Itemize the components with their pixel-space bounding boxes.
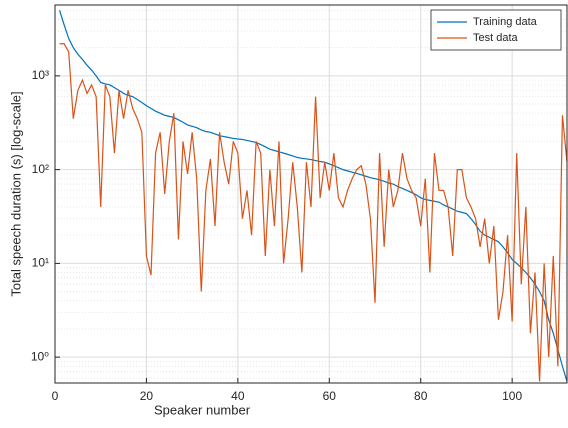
y-axis-label: Total speech duration (s) [log-scale] xyxy=(8,91,23,296)
legend-label: Test data xyxy=(473,32,519,44)
y-tick-label: 10⁰ xyxy=(31,349,49,363)
x-tick-label: 0 xyxy=(52,389,59,403)
y-tick-label: 10³ xyxy=(32,68,49,82)
x-axis-label: Speaker number xyxy=(154,402,251,417)
x-tick-label: 60 xyxy=(323,389,337,403)
legend-box xyxy=(430,9,562,51)
axes-box xyxy=(54,4,568,384)
series-line xyxy=(59,43,567,382)
y-tick-label: 10² xyxy=(32,162,49,176)
x-tick-label: 20 xyxy=(140,389,154,403)
x-tick-label: 40 xyxy=(231,389,245,403)
x-tick-label: 100 xyxy=(502,389,522,403)
x-tick-label: 80 xyxy=(414,389,428,403)
legend-label: Training data xyxy=(473,16,538,28)
y-tick-label: 10¹ xyxy=(32,256,49,270)
